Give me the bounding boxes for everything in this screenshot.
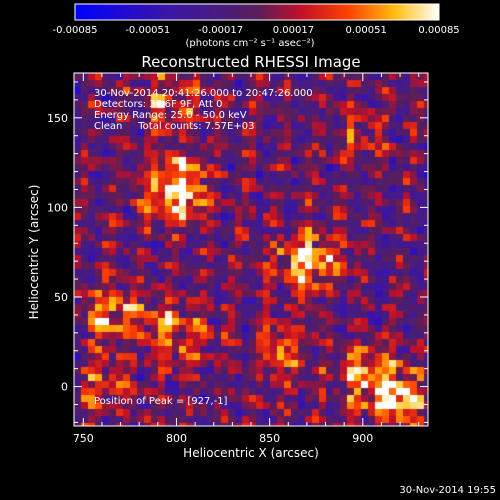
annotation-clean-counts: Clean Total counts: 7.57E+03 [94, 121, 255, 132]
annotation-time-range: 30-Nov-2014 20:41:26.000 to 20:47:26.000 [94, 88, 313, 99]
colorbar-tick-label: 0.00051 [345, 25, 387, 36]
x-tick-label: 850 [259, 432, 280, 445]
x-tick-label: 800 [166, 432, 187, 445]
colorbar-tick-label: 0.00085 [418, 25, 460, 36]
colorbar-tick-label: -0.00017 [198, 25, 244, 36]
y-axis-label: Heliocentric Y (arcsec) [27, 184, 41, 320]
colorbar-gradient [74, 3, 440, 21]
colorbar-unit-label: (photons cm⁻² s⁻¹ asec⁻²) [185, 38, 315, 49]
colorbar-tick-label: -0.00085 [52, 25, 98, 36]
annotation-detectors: Detectors: 3F 6F 9F, Att 0 [94, 99, 223, 110]
annotation-energy-range: Energy Range: 25.0 - 50.0 keV [94, 110, 247, 121]
annotation-peak-position: Position of Peak = [927,-1] [94, 396, 228, 407]
footer-timestamp: 30-Nov-2014 19:55 [399, 485, 496, 496]
y-tick-label: 50 [54, 291, 68, 304]
heatmap-image [74, 73, 428, 426]
colorbar [74, 3, 440, 21]
x-tick-label: 900 [352, 432, 373, 445]
x-axis-label: Heliocentric X (arcsec) [183, 446, 319, 460]
chart-title: Reconstructed RHESSI Image [141, 53, 361, 71]
y-tick-label: 0 [61, 381, 68, 394]
y-tick-label: 150 [47, 112, 68, 125]
x-tick-label: 750 [73, 432, 94, 445]
colorbar-tick-label: -0.00051 [125, 25, 171, 36]
y-tick-label: 100 [47, 201, 68, 214]
colorbar-tick-label: 0.00017 [272, 25, 315, 36]
